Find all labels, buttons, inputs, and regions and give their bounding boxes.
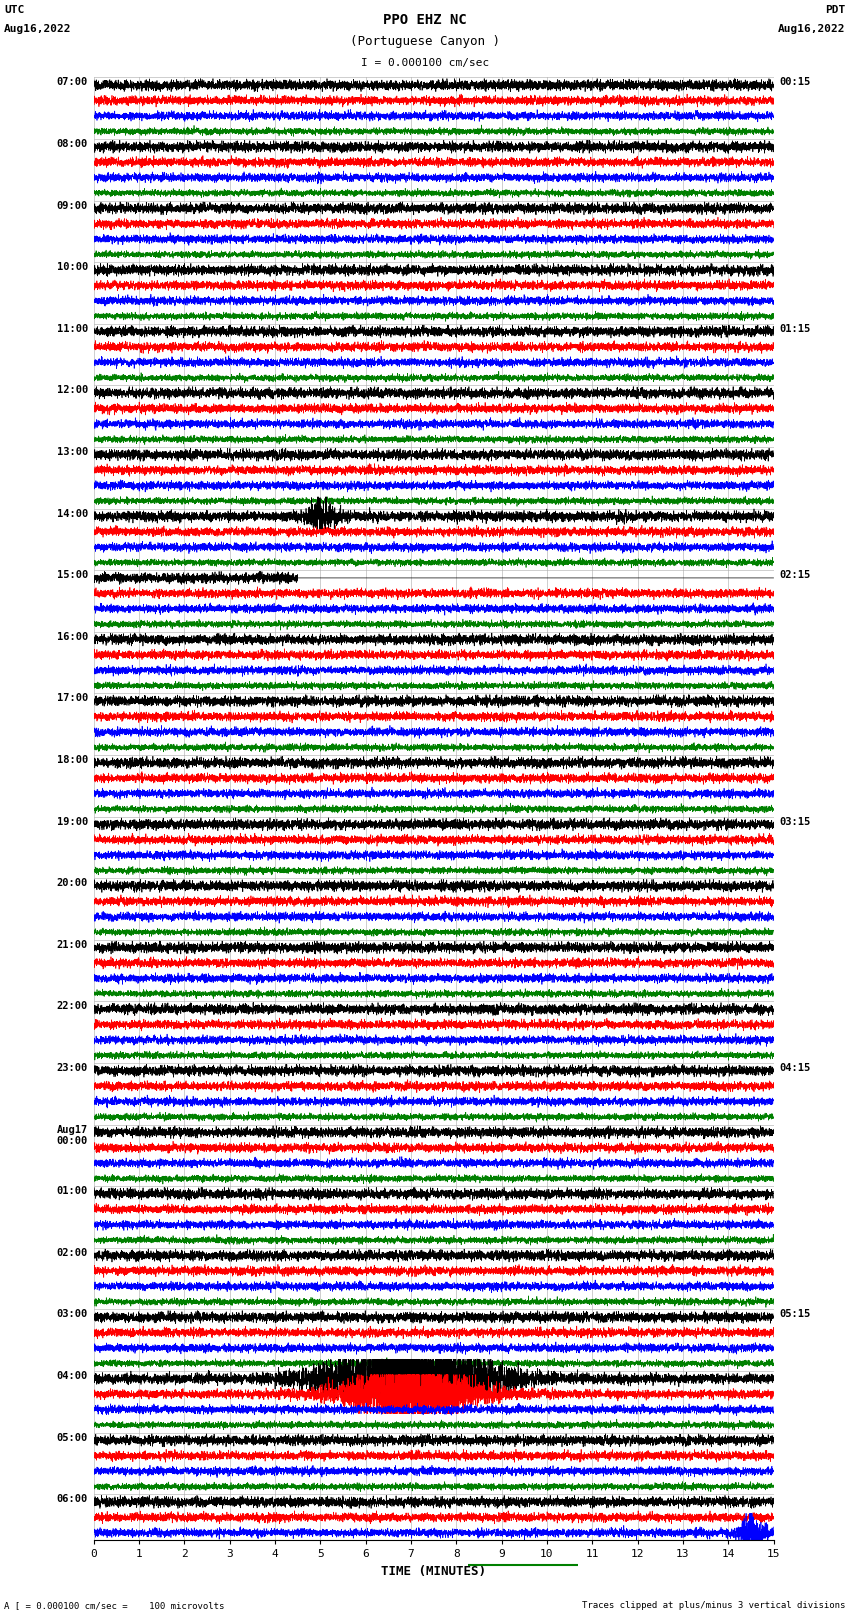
Text: 20:00: 20:00 bbox=[57, 877, 88, 889]
Text: (Portuguese Canyon ): (Portuguese Canyon ) bbox=[350, 35, 500, 48]
X-axis label: TIME (MINUTES): TIME (MINUTES) bbox=[381, 1565, 486, 1578]
Text: 23:00: 23:00 bbox=[57, 1063, 88, 1073]
Text: UTC: UTC bbox=[4, 5, 25, 15]
Text: 05:00: 05:00 bbox=[57, 1432, 88, 1442]
Text: 19:00: 19:00 bbox=[57, 816, 88, 826]
Text: 10:00: 10:00 bbox=[57, 263, 88, 273]
Text: 22:00: 22:00 bbox=[57, 1002, 88, 1011]
Text: 05:15: 05:15 bbox=[779, 1310, 810, 1319]
Text: 08:00: 08:00 bbox=[57, 139, 88, 148]
Text: 02:00: 02:00 bbox=[57, 1248, 88, 1258]
Text: 11:00: 11:00 bbox=[57, 324, 88, 334]
Text: PPO EHZ NC: PPO EHZ NC bbox=[383, 13, 467, 27]
Text: 04:00: 04:00 bbox=[57, 1371, 88, 1381]
Text: 03:00: 03:00 bbox=[57, 1310, 88, 1319]
Text: 03:15: 03:15 bbox=[779, 816, 810, 826]
Text: 09:00: 09:00 bbox=[57, 200, 88, 211]
Text: Traces clipped at plus/minus 3 vertical divisions: Traces clipped at plus/minus 3 vertical … bbox=[582, 1600, 846, 1610]
Text: 00:15: 00:15 bbox=[779, 77, 810, 87]
Text: 12:00: 12:00 bbox=[57, 386, 88, 395]
Text: A [ = 0.000100 cm/sec =    100 microvolts: A [ = 0.000100 cm/sec = 100 microvolts bbox=[4, 1600, 224, 1610]
Text: 18:00: 18:00 bbox=[57, 755, 88, 765]
Text: 07:00: 07:00 bbox=[57, 77, 88, 87]
Text: Aug16,2022: Aug16,2022 bbox=[4, 24, 71, 34]
Text: Aug16,2022: Aug16,2022 bbox=[779, 24, 846, 34]
Text: 02:15: 02:15 bbox=[779, 571, 810, 581]
Text: 06:00: 06:00 bbox=[57, 1494, 88, 1505]
Text: 13:00: 13:00 bbox=[57, 447, 88, 456]
Text: 16:00: 16:00 bbox=[57, 632, 88, 642]
Text: 17:00: 17:00 bbox=[57, 694, 88, 703]
Text: 14:00: 14:00 bbox=[57, 508, 88, 519]
Text: I = 0.000100 cm/sec: I = 0.000100 cm/sec bbox=[361, 58, 489, 68]
Text: 15:00: 15:00 bbox=[57, 571, 88, 581]
Text: 04:15: 04:15 bbox=[779, 1063, 810, 1073]
Text: 01:00: 01:00 bbox=[57, 1186, 88, 1197]
Text: PDT: PDT bbox=[825, 5, 846, 15]
Text: 21:00: 21:00 bbox=[57, 940, 88, 950]
Text: Aug17
00:00: Aug17 00:00 bbox=[57, 1124, 88, 1147]
Text: 01:15: 01:15 bbox=[779, 324, 810, 334]
